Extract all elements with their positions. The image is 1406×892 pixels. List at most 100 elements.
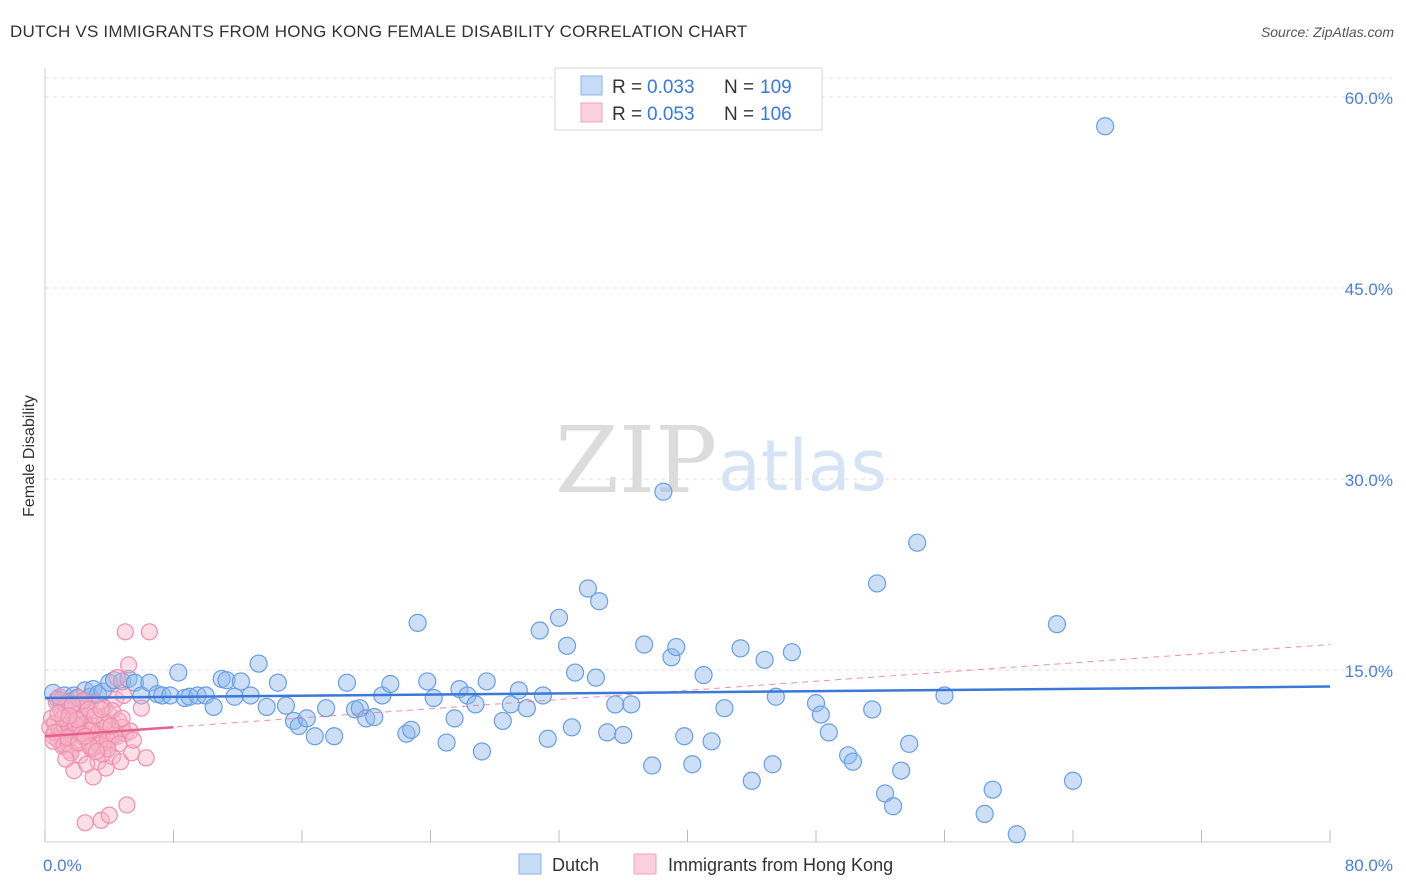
hongkong-point-95 [99,740,117,758]
hongkong-point-91 [49,704,67,722]
watermark-atlas: atlas [718,425,887,507]
dutch-point-96 [782,643,802,662]
dutch-point-88 [694,665,713,685]
dutch-point-91 [731,639,750,658]
dutch-point-56 [437,733,456,752]
hongkong-point-98 [68,711,86,729]
x-tick-label-0: 0.0% [43,856,82,875]
dutch-point-89 [702,732,721,751]
dutch-point-99 [819,723,838,742]
dutch-point-86 [675,727,694,746]
legend-n-label-dutch: N = [724,77,754,98]
dutch-point-50 [381,674,400,694]
dutch-point-43 [325,727,344,746]
watermark: ZIP atlas [555,407,887,514]
dutch-point-83 [654,482,673,501]
dutch-point-67 [530,621,549,640]
legend-r-value-hongkong: 0.053 [647,104,695,125]
hongkong-point-60 [115,686,133,705]
dutch-trend-line [44,685,1331,700]
hongkong-point-67 [124,731,142,749]
dutch-point-34 [249,654,268,673]
dutch-point-30 [217,671,236,690]
hongkong-point-50 [100,806,118,824]
source-label: Source: ZipAtlas.com [1260,24,1394,40]
hongkong-point-74 [78,755,96,773]
dutch-point-60 [466,695,485,714]
dutch-point-97 [806,694,826,713]
hongkong-trend-line [44,726,174,738]
hongkong-point-103 [60,707,78,725]
y-tick-label-3: 60.0% [1345,89,1393,108]
hongkong-point-97 [57,750,75,768]
dutch-point-93 [755,650,774,669]
legend-n-value-dutch: 109 [760,77,792,98]
dutch-point-90 [715,699,734,718]
dutch-point-22 [161,686,180,705]
legend: R = 0.033 N = 109 R = 0.053 N = 106 [554,67,823,131]
dutch-point-85 [667,637,686,657]
dutch-point-103 [867,574,887,593]
dutch-point-35 [257,697,276,717]
bottom-legend-swatch-dutch [518,853,542,875]
dutch-point-87 [683,755,702,774]
dutch-point-105 [883,797,903,816]
dutch-point-92 [742,771,761,790]
dutch-point-112 [1007,825,1026,844]
hongkong-point-82 [79,700,97,719]
y-tick-label-1: 30.0% [1345,471,1393,490]
dutch-point-114 [1063,771,1083,790]
y-axis-label: Female Disability [21,395,38,517]
trend-lines [44,644,1331,738]
legend-r-label-hongkong: R = [612,104,642,125]
y-tick-label-2: 45.0% [1345,280,1393,299]
dutch-point-82 [643,756,662,775]
bottom-legend: Dutch Immigrants from Hong Kong [518,853,893,875]
hongkong-point-105 [87,742,106,761]
x-tick-label-1: 80.0% [1345,856,1393,875]
hongkong-point-90 [110,735,128,753]
hongkong-point-62 [116,623,134,641]
hongkong-point-104 [76,727,94,745]
hongkong-points [41,623,159,832]
dutch-point-61 [472,742,491,761]
dutch-point-81 [635,635,654,654]
hongkong-point-29 [76,814,94,832]
dutch-point-77 [598,723,617,742]
dutch-point-41 [305,727,324,746]
hongkong-point-100 [92,700,110,719]
y-tick-labels: 15.0% 30.0% 45.0% 60.0% [1345,89,1393,681]
watermark-zip: ZIP [555,407,717,514]
dutch-point-115 [1096,117,1115,136]
legend-r-label-dutch: R = [612,77,642,98]
hongkong-point-102 [44,732,62,750]
bottom-legend-hongkong: Immigrants from Hong Kong [668,855,893,875]
dutch-point-74 [578,579,598,598]
hongkong-point-55 [108,669,126,687]
dutch-point-98 [811,705,830,724]
x-tick-labels: 0.0% 80.0% [43,856,1393,875]
dutch-point-52 [402,720,421,739]
hongkong-point-64 [119,656,138,674]
bottom-legend-dutch: Dutch [552,855,599,875]
dutch-point-71 [557,636,577,655]
hongkong-point-69 [137,749,155,767]
dutch-point-108 [908,533,927,552]
dutch-point-44 [337,673,357,692]
dutch-point-66 [517,699,536,718]
dutch-point-32 [231,672,251,691]
dutch-point-63 [493,711,512,731]
dutch-point-110 [975,804,994,823]
hongkong-point-101 [102,717,120,735]
dutch-point-94 [763,755,782,774]
dutch-point-23 [169,663,188,682]
dutch-point-72 [562,718,581,737]
dutch-point-36 [268,673,288,692]
dutch-point-106 [892,761,911,780]
hongkong-point-68 [132,699,150,717]
legend-n-value-hongkong: 106 [760,104,792,125]
dutch-point-68 [533,686,553,705]
dutch-point-62 [477,672,496,691]
legend-swatch-dutch [580,75,603,96]
